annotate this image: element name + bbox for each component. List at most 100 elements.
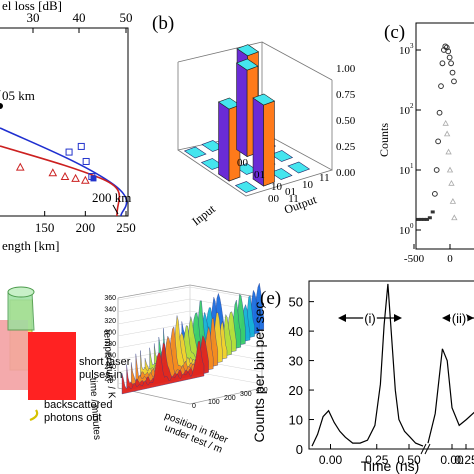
panel-b-y-tick-label: 00 bbox=[268, 193, 280, 205]
panel-a-point bbox=[60, 171, 70, 181]
panel-a-x-tick-label: 250 bbox=[116, 220, 136, 235]
panel-a-point bbox=[80, 175, 90, 184]
panel-d-laser-block bbox=[28, 332, 76, 400]
panel-e-y-tick-label: 10 bbox=[289, 413, 303, 428]
panel-a-x-tick-label: 200 bbox=[76, 220, 96, 235]
panel-b-floor-tile bbox=[234, 181, 258, 193]
panel-d-grid-line bbox=[117, 310, 191, 325]
panel-e-x-tick-label: 0.00 bbox=[319, 453, 343, 467]
panel-a-top-axis-label: el loss [dB] bbox=[2, 0, 62, 13]
panel-b-bar-top bbox=[252, 93, 276, 106]
panel-b-floor-tile bbox=[183, 146, 207, 159]
panel-a-point bbox=[90, 175, 97, 182]
panel-c-y-tick-label: 10 bbox=[399, 45, 411, 57]
panel-a-top-tick-label: 50 bbox=[120, 10, 133, 25]
panel-a-point bbox=[82, 157, 90, 165]
panel-d-red-block bbox=[0, 320, 28, 390]
panel-d-z-tick-label: 280 bbox=[104, 341, 116, 348]
panel-c-point bbox=[449, 198, 457, 204]
panel-c-point bbox=[445, 148, 452, 155]
panel-c-y-tick-label: 10 bbox=[399, 165, 411, 177]
panel-b-title: (b) bbox=[152, 13, 174, 34]
panel-d-fiber bbox=[29, 409, 39, 422]
panel-e-axis-break-2 bbox=[424, 443, 431, 455]
panel-e-y-tick-label: 20 bbox=[289, 383, 303, 398]
panel-b-z-tick-label: 0.00 bbox=[336, 167, 356, 179]
panel-b-y-tick-label: 01 bbox=[285, 186, 296, 198]
panel-d-z-tick-label: 300 bbox=[104, 330, 116, 337]
panel-c-point bbox=[422, 217, 427, 221]
panel-b-z-tick-label: 0.25 bbox=[336, 141, 356, 153]
panel-d-annotation-backscattered: backscattered bbox=[44, 399, 112, 411]
panel-e-x-tick-label: 0.00 bbox=[440, 453, 464, 467]
panel-c-point bbox=[431, 190, 438, 197]
panel-e-x-tick-label: 0.25 bbox=[454, 453, 474, 467]
panel-c-point bbox=[443, 130, 451, 137]
panel-b-z-tick-label: 1.00 bbox=[336, 63, 356, 75]
panel-b-bar-left-face bbox=[218, 101, 230, 182]
panel-a-point bbox=[48, 168, 58, 177]
panel-a-top-tick-label: 30 bbox=[27, 10, 40, 25]
panel-c-point bbox=[446, 54, 453, 61]
panel-e-frame bbox=[308, 280, 474, 450]
panel-a-point bbox=[71, 173, 80, 182]
panel-b-x-tick-label: 00 bbox=[237, 157, 249, 169]
panel-c-point bbox=[446, 166, 454, 173]
panel-d-x-tick-label: 400 bbox=[256, 387, 268, 394]
panel-d: short laser pulses in backscattered phot… bbox=[0, 282, 268, 456]
panel-e-axis-break-1 bbox=[420, 443, 427, 455]
panel-a-annotation-105km: 05 km bbox=[2, 88, 35, 103]
panel-b-floor bbox=[177, 131, 334, 197]
panel-a: 30 40 50 150 200 250 el loss [dB] ength [km]… bbox=[0, 0, 136, 253]
panel-d-green-cylinder bbox=[7, 291, 35, 331]
panel-e-series-line bbox=[311, 283, 424, 447]
panel-d-z-tick-label: 320 bbox=[104, 318, 116, 325]
panel-e-x-tick-label: 0.50 bbox=[397, 453, 421, 467]
panel-c-point bbox=[442, 43, 449, 50]
panel-a-x-axis-label: ength [km] bbox=[2, 238, 59, 253]
panel-e: (e) Counts per bin per sec Time (ns) 0 10… bbox=[251, 280, 474, 474]
panel-d-grid-line bbox=[117, 298, 191, 313]
panel-e-x-axis-label: Time (ns) bbox=[361, 458, 420, 474]
panel-c-point bbox=[424, 217, 429, 221]
panel-d-surface-strip bbox=[121, 340, 205, 395]
panel-d-annotation-photons-out: photons out bbox=[44, 412, 102, 424]
panel-c-point bbox=[436, 109, 443, 116]
panel-a-arrow-200km bbox=[112, 204, 119, 215]
panel-d-z-tick-label: 360 bbox=[104, 295, 116, 302]
panel-d-z-tick-label: 220 bbox=[104, 376, 116, 383]
panel-c-y-tick-exponent: 0 bbox=[410, 222, 414, 230]
panel-a-point bbox=[77, 142, 85, 150]
panel-c-y-axis-label: Counts bbox=[377, 123, 391, 157]
panel-c-point bbox=[433, 167, 440, 173]
panel-d-grid-line bbox=[189, 286, 263, 301]
panel-c-y-tick-exponent: 3 bbox=[410, 42, 414, 50]
panel-c-x-tick-label: 0 bbox=[447, 253, 453, 265]
panel-e-arrow-ii-right-head bbox=[466, 314, 474, 322]
panel-d-x-tick-label: 100 bbox=[208, 399, 220, 406]
panel-c-point bbox=[435, 138, 442, 145]
panel-d-z-tick-label: 340 bbox=[104, 307, 116, 314]
panel-d-x-tick-label: 200 bbox=[224, 395, 236, 402]
panel-d-cylinder-top bbox=[7, 286, 35, 298]
panel-c-y-tick-exponent: 2 bbox=[410, 102, 414, 110]
panel-c-y-tick-label: 10 bbox=[399, 105, 411, 117]
panel-e-y-axis-label: Counts per bin per sec bbox=[251, 302, 267, 443]
panel-a-x-tick-label: 150 bbox=[35, 220, 55, 235]
panel-c-point bbox=[427, 216, 432, 220]
panel-b-z-tick-label: 0.75 bbox=[336, 89, 356, 101]
panel-d-x-tick-label: 0 bbox=[192, 403, 196, 410]
panel-c-point bbox=[451, 78, 457, 85]
panel-c-point bbox=[430, 210, 435, 214]
panel-a-point bbox=[15, 162, 25, 171]
panel-e-y-tick-label: 50 bbox=[289, 295, 303, 310]
panel-d-z-tick-label: 260 bbox=[104, 353, 116, 360]
panel-a-frame bbox=[0, 27, 129, 217]
panel-e-y-tick-label: 40 bbox=[289, 324, 303, 339]
panel-a-top-tick-label: 40 bbox=[73, 10, 86, 25]
panel-a-fit-red bbox=[0, 145, 121, 217]
panel-c-point bbox=[438, 83, 444, 90]
panel-e-arrow-ii-left-head bbox=[442, 314, 450, 322]
